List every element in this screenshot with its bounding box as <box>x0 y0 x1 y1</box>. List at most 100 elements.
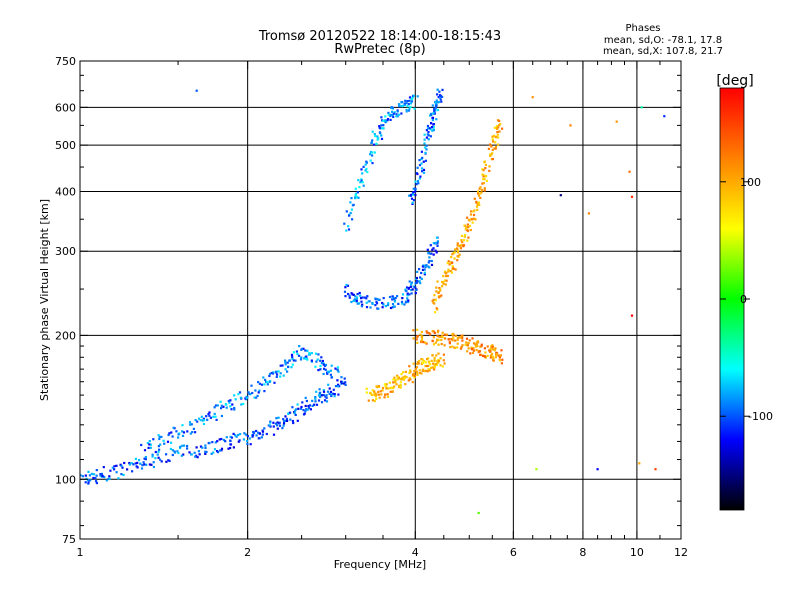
echo-point <box>389 390 392 393</box>
echo-point <box>431 104 434 107</box>
echo-point <box>498 124 501 127</box>
echo-point <box>212 451 215 454</box>
x-tick-label: 10 <box>630 546 644 559</box>
colorbar-ticks: 100 0 -100 <box>720 176 773 423</box>
echo-point <box>424 151 427 154</box>
echo-point <box>232 446 235 449</box>
echo-point <box>293 412 296 415</box>
echo-point <box>424 361 427 364</box>
echo-point <box>286 361 289 364</box>
echo-point <box>442 282 445 285</box>
echo-point <box>489 350 492 353</box>
echo-point <box>436 242 439 245</box>
echo-point <box>492 357 495 360</box>
grid-lines <box>80 61 681 539</box>
echo-point <box>425 330 428 333</box>
echo-point <box>463 235 466 238</box>
echo-point <box>426 124 430 128</box>
echo-point <box>120 473 123 476</box>
echo-point <box>336 366 340 369</box>
echo-point <box>213 412 216 415</box>
echo-point <box>495 127 498 130</box>
echo-point <box>320 362 323 365</box>
echo-point <box>392 387 395 390</box>
echo-point <box>297 407 300 410</box>
echo-point <box>105 479 108 482</box>
echo-point <box>229 446 232 450</box>
echo-point <box>403 103 406 106</box>
echo-point <box>171 435 174 438</box>
echo-point <box>181 424 184 427</box>
echo-point <box>404 288 407 291</box>
echo-point <box>132 463 135 466</box>
echo-point <box>451 334 455 337</box>
echo-point <box>416 166 419 169</box>
echo-point <box>424 341 427 344</box>
echo-point <box>479 196 482 199</box>
echo-point <box>420 372 423 375</box>
echo-point <box>397 376 400 379</box>
echo-point <box>250 384 253 387</box>
echo-point <box>389 113 392 117</box>
echo-point <box>407 379 410 382</box>
echo-point <box>253 396 256 399</box>
echo-point <box>428 256 431 259</box>
echo-point <box>436 88 439 91</box>
echo-point <box>181 444 184 447</box>
echo-point <box>229 439 232 443</box>
echo-point <box>204 446 207 449</box>
echo-point <box>468 339 471 342</box>
echo-point <box>432 343 436 346</box>
echo-point <box>370 141 373 145</box>
chart-subtitle: RwPretec (8p) <box>334 42 425 57</box>
echo-point <box>235 435 238 438</box>
echo-point <box>463 239 466 242</box>
echo-point <box>427 364 430 368</box>
echo-point <box>171 449 174 452</box>
echo-point <box>216 451 220 454</box>
echo-point <box>260 383 264 386</box>
echo-point <box>258 432 261 435</box>
echo-point <box>424 370 427 373</box>
echo-point <box>300 356 303 359</box>
echo-point <box>486 345 489 348</box>
echo-point <box>325 400 329 403</box>
echo-point <box>266 383 269 386</box>
echo-point <box>401 293 405 296</box>
echo-point <box>307 407 311 410</box>
echo-point <box>414 368 417 371</box>
echo-point <box>319 359 322 362</box>
echo-point <box>397 385 401 389</box>
echo-point <box>214 404 218 407</box>
echo-point <box>441 95 444 98</box>
echo-point <box>377 390 380 393</box>
echo-point <box>440 338 443 342</box>
echo-point <box>357 179 360 182</box>
echo-point <box>213 406 216 409</box>
echo-point <box>494 147 497 150</box>
echo-point <box>358 302 361 305</box>
echo-point <box>265 380 268 383</box>
echo-point <box>484 167 487 170</box>
echo-point <box>352 299 355 302</box>
echo-point <box>396 295 399 298</box>
echo-point <box>348 296 351 299</box>
echo-point <box>322 372 325 376</box>
echo-point <box>475 349 478 352</box>
echo-point <box>409 105 412 108</box>
echo-point <box>376 138 379 141</box>
echo-point <box>439 357 442 360</box>
colorbar-tick-label: -100 <box>748 410 773 423</box>
echo-point <box>531 96 534 99</box>
echo-point <box>405 286 409 289</box>
echo-point <box>324 395 327 398</box>
echo-point <box>152 438 155 441</box>
echo-point <box>177 436 180 439</box>
echo-point <box>490 145 493 148</box>
echo-point <box>416 172 419 176</box>
echo-point <box>292 421 295 425</box>
echo-point <box>214 415 217 418</box>
echo-point <box>320 394 324 397</box>
echo-point <box>330 376 333 379</box>
echo-point <box>430 259 433 263</box>
